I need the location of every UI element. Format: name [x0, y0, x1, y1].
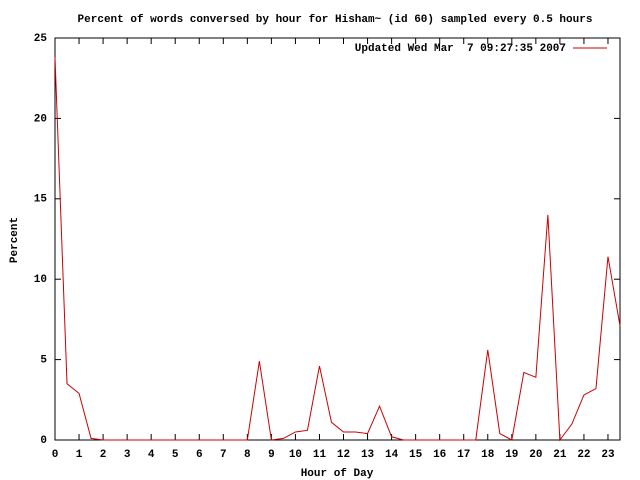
legend-label: Updated Wed Mar 7 09:27:35 2007	[355, 43, 566, 55]
x-tick-label: 12	[337, 449, 350, 461]
data-line	[54, 57, 621, 442]
x-tick-label: 23	[601, 449, 615, 461]
x-tick-label: 10	[289, 449, 302, 461]
x-tick-label: 2	[100, 449, 107, 461]
x-tick-label: 1	[76, 449, 83, 461]
y-tick-label: 10	[34, 274, 47, 286]
x-tick-label: 8	[244, 449, 251, 461]
x-axis-label: Hour of Day	[301, 468, 374, 480]
x-tick-label: 11	[313, 449, 327, 461]
x-tick-label: 5	[172, 449, 179, 461]
chart-title: Percent of words conversed by hour for H…	[78, 14, 593, 26]
y-tick-label: 25	[34, 33, 48, 45]
x-tick-label: 0	[52, 449, 59, 461]
x-tick-label: 6	[196, 449, 203, 461]
y-tick-label: 5	[40, 355, 47, 367]
x-tick-label: 22	[577, 449, 590, 461]
y-tick-label: 0	[40, 435, 47, 447]
x-tick-label: 15	[409, 449, 423, 461]
x-tick-label: 16	[433, 449, 446, 461]
x-tick-label: 3	[124, 449, 131, 461]
y-axis-label: Percent	[9, 217, 21, 263]
x-tick-label: 21	[553, 449, 567, 461]
y-tick-label: 20	[34, 113, 47, 125]
y-tick-label: 15	[34, 194, 48, 206]
x-tick-label: 14	[385, 449, 399, 461]
x-tick-label: 17	[457, 449, 470, 461]
plot-border	[54, 37, 621, 441]
x-tick-label: 7	[220, 449, 227, 461]
x-tick-label: 20	[529, 449, 542, 461]
x-tick-label: 4	[148, 449, 155, 461]
x-tick-label: 13	[361, 449, 375, 461]
x-tick-label: 18	[481, 449, 495, 461]
x-tick-label: 19	[505, 449, 518, 461]
x-tick-label: 9	[268, 449, 275, 461]
